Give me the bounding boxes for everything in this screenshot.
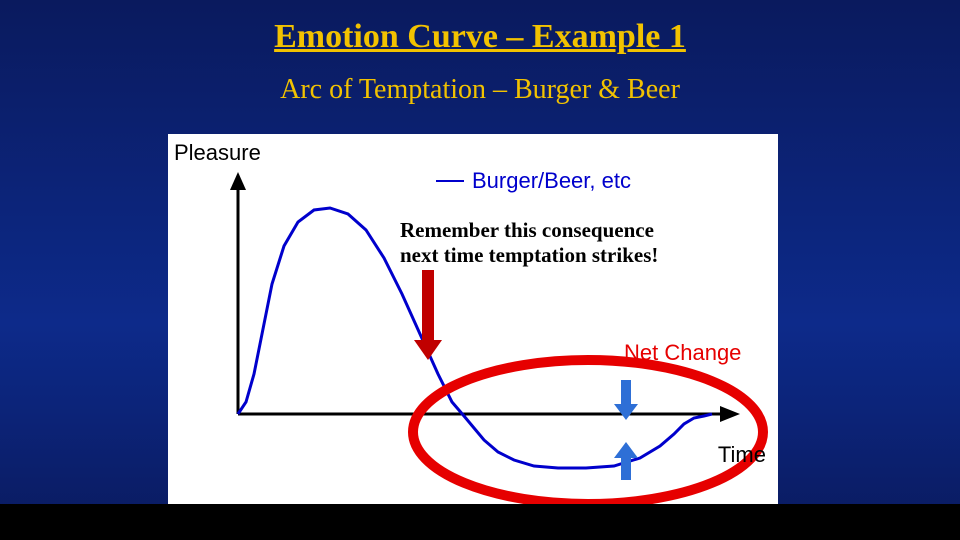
bottom-bar [0,504,960,540]
x-axis-label: Time [718,442,766,468]
chart-panel: Pleasure Burger/Beer, etc Remember this … [168,134,778,506]
net-change-arrows-icon [168,134,778,506]
slide-title: Emotion Curve – Example 1 [0,18,960,56]
slide-subtitle: Arc of Temptation – Burger & Beer [0,74,960,106]
slide: Emotion Curve – Example 1 Arc of Temptat… [0,0,960,540]
